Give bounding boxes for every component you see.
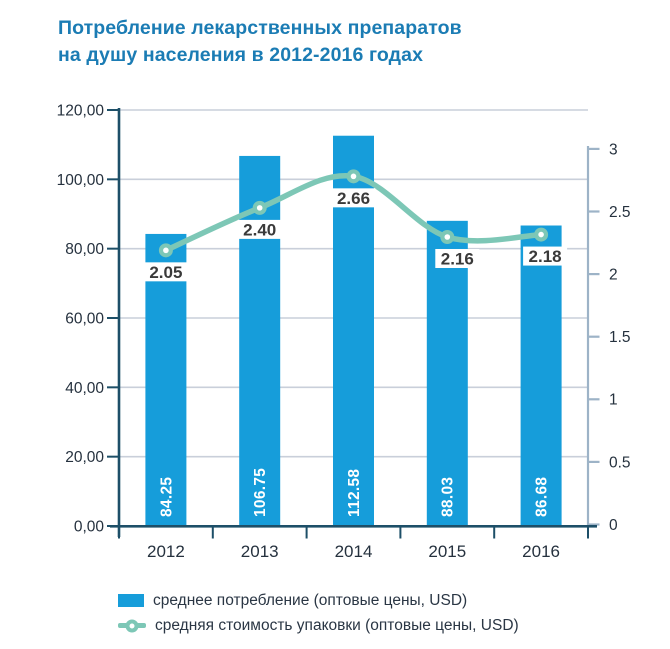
- bar-value-label: 106.75: [252, 468, 269, 517]
- point-label-box: [331, 188, 376, 208]
- line-marker-2014: [346, 169, 361, 184]
- y-axis-left-label: 80,00: [65, 241, 104, 258]
- y-axis-right-label: 3: [609, 141, 618, 158]
- y-axis-left-label: 40,00: [65, 380, 104, 397]
- point-value-label: 2.40: [243, 220, 276, 239]
- y-axis-left-label: 0,00: [74, 518, 105, 535]
- bar-2016: [520, 225, 562, 527]
- line-marker-2013: [252, 200, 267, 215]
- y-axis-left-label: 60,00: [65, 310, 104, 327]
- line-marker-2016: [534, 227, 549, 242]
- point-value-label: 2.18: [529, 247, 562, 266]
- x-axis-label-2013: 2013: [241, 542, 279, 561]
- legend-item-pack-price: средняя стоимость упаковки (оптовые цены…: [118, 613, 519, 638]
- legend-item-consumption: среднее потребление (оптовые цены, USD): [118, 588, 519, 613]
- chart-title: Потребление лекарственных препаратов на …: [58, 15, 462, 69]
- point-value-label: 2.16: [441, 249, 474, 268]
- y-axis-left-label: 20,00: [65, 449, 104, 466]
- bar-series-swatch: [118, 594, 144, 607]
- chart-title-line2: на душу населения в 2012-2016 годах: [58, 44, 424, 66]
- y-axis-left: [117, 108, 121, 537]
- line-marker-2012: [158, 243, 173, 258]
- legend-label-consumption: среднее потребление (оптовые цены, USD): [153, 591, 468, 609]
- legend: среднее потребление (оптовые цены, USD) …: [118, 588, 519, 638]
- y-axis-right-label: 0: [609, 517, 618, 534]
- x-axis-label-2015: 2015: [428, 542, 466, 561]
- y-axis-right-label: 2.5: [609, 204, 631, 221]
- x-axis-label-2014: 2014: [335, 542, 373, 561]
- x-axis-label-2016: 2016: [522, 542, 560, 561]
- line-marker-icon: [125, 619, 139, 632]
- point-label-box: [143, 262, 188, 282]
- bar-value-label: 112.58: [346, 469, 363, 517]
- point-value-label: 2.05: [149, 263, 182, 282]
- bar-2013: [239, 155, 281, 527]
- x-axis: [110, 525, 597, 528]
- bar-2012: [145, 233, 187, 527]
- point-label-box: [237, 219, 282, 239]
- bar-value-label: 86.68: [534, 477, 551, 517]
- y-axis-right-label: 1.5: [609, 329, 631, 346]
- y-axis-right-label: 0.5: [609, 454, 631, 471]
- legend-label-pack-price: средняя стоимость упаковки (оптовые цены…: [155, 616, 519, 634]
- y-axis-right-label: 1: [609, 392, 618, 409]
- bar-2015: [426, 220, 468, 527]
- y-axis-left-label: 100,00: [57, 172, 105, 189]
- point-label-box: [435, 248, 480, 268]
- point-value-label: 2.66: [337, 189, 370, 208]
- y-axis-left-label: 120,00: [57, 102, 105, 119]
- y-axis-right-label: 2: [609, 267, 618, 284]
- bar-value-label: 84.25: [158, 477, 175, 517]
- line-series-swatch: [118, 619, 146, 632]
- x-axis-label-2012: 2012: [147, 542, 185, 561]
- point-label-box: [523, 246, 568, 266]
- bar-value-label: 88.03: [440, 477, 457, 517]
- line-marker-2015: [440, 229, 455, 244]
- chart-title-line1: Потребление лекарственных препаратов: [58, 17, 462, 39]
